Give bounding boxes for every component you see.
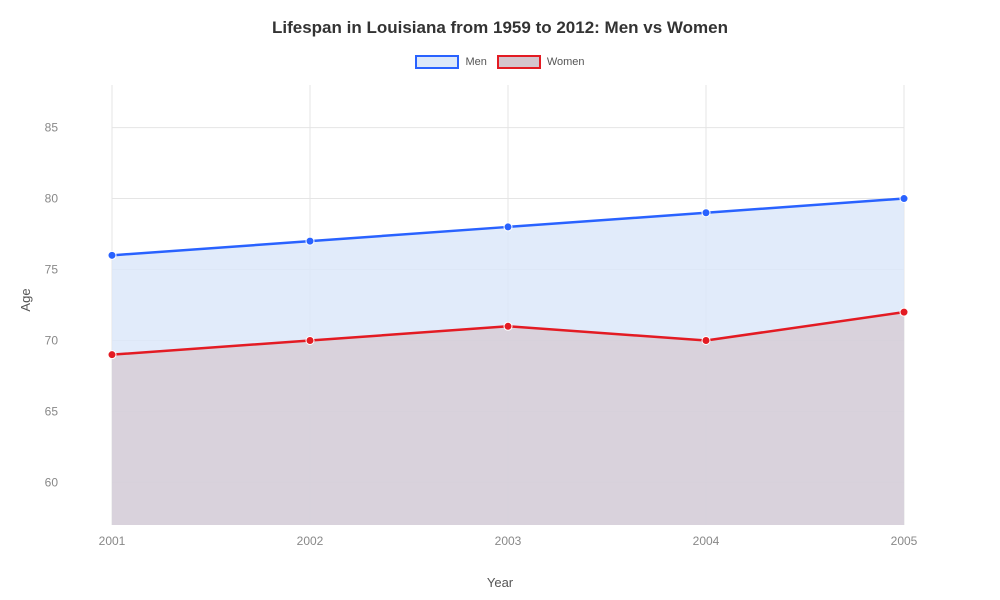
- plot-area: 60657075808520012002200320042005: [68, 85, 948, 525]
- legend-swatch-women: [497, 55, 541, 69]
- svg-text:2004: 2004: [693, 534, 720, 548]
- svg-text:75: 75: [45, 263, 59, 277]
- legend-item-men: Men: [415, 55, 486, 69]
- plot-svg: 60657075808520012002200320042005: [68, 85, 948, 525]
- legend-label-men: Men: [465, 56, 486, 68]
- svg-text:85: 85: [45, 121, 59, 135]
- svg-text:70: 70: [45, 333, 59, 347]
- svg-text:2005: 2005: [891, 534, 918, 548]
- legend-item-women: Women: [497, 55, 585, 69]
- x-axis-label: Year: [0, 575, 1000, 590]
- chart-container: Lifespan in Louisiana from 1959 to 2012:…: [0, 0, 1000, 600]
- legend-swatch-men: [415, 55, 459, 69]
- y-axis-label: Age: [18, 288, 33, 311]
- svg-text:2002: 2002: [297, 534, 324, 548]
- svg-text:2001: 2001: [99, 534, 126, 548]
- chart-title: Lifespan in Louisiana from 1959 to 2012:…: [0, 18, 1000, 38]
- legend: Men Women: [0, 55, 1000, 69]
- svg-text:60: 60: [45, 475, 59, 489]
- legend-label-women: Women: [547, 56, 585, 68]
- svg-text:2003: 2003: [495, 534, 522, 548]
- svg-text:65: 65: [45, 404, 59, 418]
- svg-text:80: 80: [45, 192, 59, 206]
